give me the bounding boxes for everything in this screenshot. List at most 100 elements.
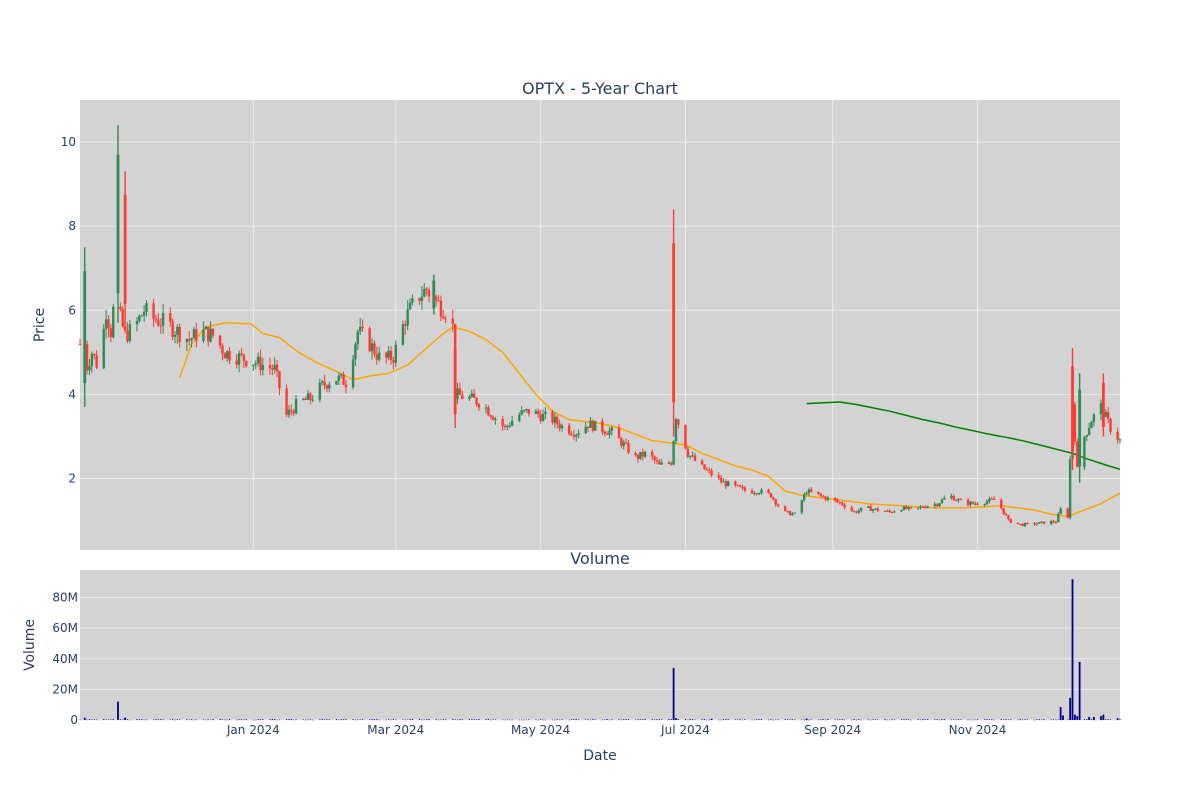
volume-bar (473, 719, 475, 720)
candle-down-body (641, 451, 644, 457)
candle-up-body (204, 326, 208, 330)
volume-bar (772, 719, 774, 721)
volume-bar (475, 719, 478, 720)
moving-average-long-line (806, 401, 1121, 471)
volume-bar (269, 719, 271, 720)
volume-bar (1022, 719, 1024, 721)
volume-bar (827, 719, 829, 720)
volume-bar (202, 719, 205, 721)
candle-down-body (325, 385, 329, 389)
volume-bar (1052, 719, 1055, 720)
volume-bar (471, 719, 473, 720)
volume-bar (934, 719, 936, 720)
volume-bar (589, 719, 592, 721)
price-spike-body (432, 280, 436, 309)
volume-bar (969, 719, 972, 721)
volume-bar (276, 719, 278, 721)
candle-up-body (985, 501, 989, 504)
candle-up-body (423, 288, 426, 297)
volume-bar (103, 719, 105, 720)
candle-up-body (306, 393, 310, 400)
volume-bar (701, 719, 703, 720)
volume-bar (860, 719, 862, 721)
volume-bar (817, 719, 820, 721)
volume-bar (877, 719, 879, 721)
volume-bar (409, 719, 411, 720)
candle-up-body (318, 382, 322, 400)
volume-bar (1017, 719, 1019, 721)
candle-up-body (185, 339, 189, 343)
candle-down-body (653, 456, 656, 461)
candle-up-body (1104, 411, 1107, 418)
candle-down-body (838, 502, 842, 504)
volume-bar (274, 719, 276, 720)
volume-bar (1019, 719, 1021, 720)
candle-down-body (1033, 523, 1036, 525)
volume-bar (872, 719, 874, 720)
candle-up-body (674, 419, 678, 442)
candle-down-body (890, 511, 894, 513)
volume-bar (122, 719, 124, 721)
candle-down-body (821, 495, 825, 497)
volume-bar (542, 719, 544, 721)
volume-bar (402, 719, 404, 721)
candle-down-body (551, 411, 554, 423)
price-gridlines (80, 100, 1120, 550)
volume-bar (293, 719, 295, 721)
volume-bar (760, 719, 763, 720)
candle-down-body (389, 350, 393, 361)
candle-down-body (905, 506, 908, 509)
candle-down-body (788, 511, 792, 516)
volume-bar (407, 719, 409, 721)
candle-down-body (734, 481, 737, 486)
volume-bar (794, 719, 796, 721)
candle-up-body (916, 507, 920, 509)
candle-up-body (919, 506, 922, 508)
candle-up-body (826, 497, 830, 500)
candle-down-body (107, 319, 110, 329)
candle-up-body (190, 338, 193, 341)
candle-down-body (603, 431, 606, 434)
candle-down-body (750, 490, 754, 494)
candle-up-body (406, 309, 409, 326)
volume-bar (554, 719, 556, 721)
volume-bar (927, 719, 929, 720)
volume-bar (395, 719, 397, 721)
candle-down-body (634, 452, 637, 455)
volume-bar (1043, 719, 1045, 720)
candle-down-body (883, 510, 887, 512)
volume-bar (487, 719, 490, 720)
volume-bar (129, 719, 131, 721)
volume-bar (468, 719, 471, 720)
candle-down-body (292, 411, 295, 414)
volume-bar (561, 719, 563, 720)
candle-up-body (907, 507, 910, 509)
candle-down-body (772, 497, 775, 500)
volume-bar (304, 719, 307, 721)
candle-down-body (852, 510, 856, 512)
volume-bar (307, 719, 309, 721)
volume-bar (321, 719, 323, 720)
candle-up-body (510, 420, 514, 426)
volume-bar (910, 719, 912, 721)
candle-up-body (1068, 459, 1072, 518)
candle-up-body (943, 497, 946, 500)
candle-down-body (686, 448, 690, 457)
volume-y-tick-label: 80M (52, 591, 78, 605)
candle-up-body (354, 344, 357, 360)
volume-bar (791, 719, 793, 720)
candle-down-body (404, 324, 407, 326)
volume-bar (658, 719, 660, 720)
volume-bar (428, 719, 430, 720)
volume-bar (392, 719, 395, 720)
volume-bar (855, 719, 858, 721)
candle-up-body (660, 462, 663, 465)
volume-bar (675, 718, 677, 720)
volume-bar (651, 719, 653, 720)
candle-down-body (451, 318, 454, 324)
volume-bar (1057, 719, 1059, 721)
volume-bar (179, 719, 181, 720)
volume-bar (967, 719, 969, 721)
candle-up-body (420, 296, 424, 302)
candle-up-body (522, 410, 526, 412)
